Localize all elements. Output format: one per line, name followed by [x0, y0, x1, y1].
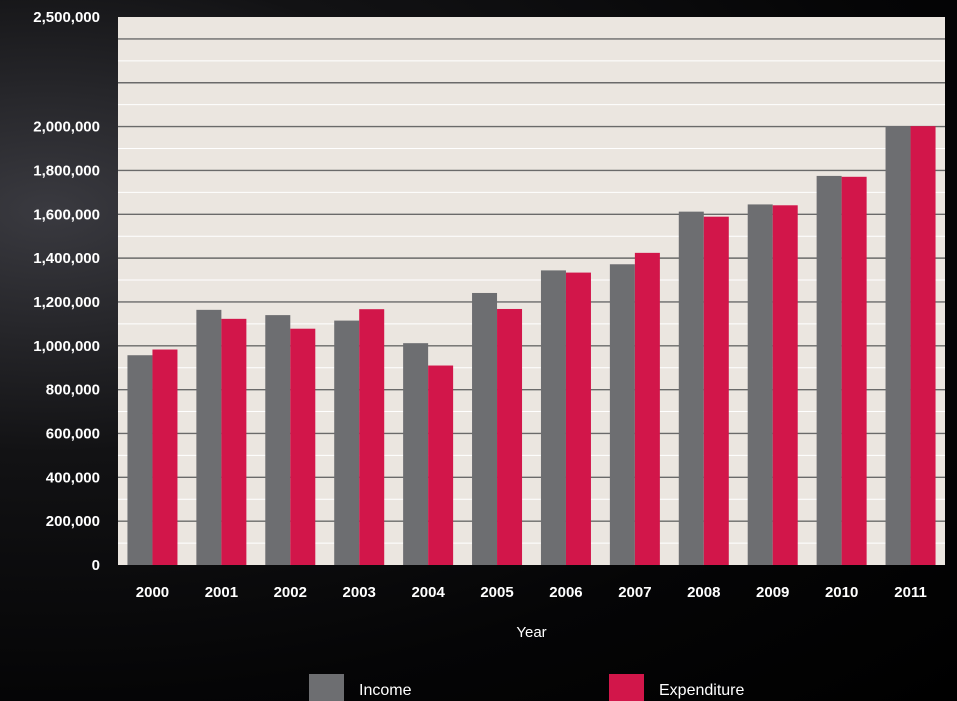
bar-income-2007 [609, 264, 635, 565]
bar-expenditure-2004 [428, 365, 454, 565]
x-axis-title: Year [516, 624, 546, 641]
x-tick-label: 2009 [756, 584, 789, 601]
x-tick-label: 2006 [549, 584, 582, 601]
bar-expenditure-2011 [910, 126, 936, 566]
legend-label-expenditure: Expenditure [659, 682, 744, 699]
y-axis-labels: 0 200,000 400,000 600,000 800,000 1,000,000 1,… [33, 9, 100, 574]
bar-income-2008 [678, 211, 704, 565]
x-tick-label: 2001 [205, 584, 238, 601]
y-tick-label: 600,000 [46, 425, 100, 442]
bar-expenditure-2009 [772, 205, 798, 566]
bar-income-2009 [747, 204, 773, 565]
bar-income-2000 [127, 355, 153, 565]
bar-expenditure-2005 [497, 308, 523, 565]
x-tick-label: 2005 [480, 584, 513, 601]
bar-income-2006 [540, 270, 566, 565]
legend: Income Expenditure [309, 674, 744, 701]
x-tick-label: 2008 [687, 584, 720, 601]
y-tick-label: 800,000 [46, 382, 100, 399]
bar-expenditure-2000 [152, 349, 178, 565]
bar-expenditure-2006 [565, 272, 591, 565]
x-tick-label: 2000 [136, 584, 169, 601]
bar-income-2003 [334, 320, 360, 565]
x-axis-labels: 2000 2001 2002 2003 2004 2005 2006 2007 2008 2009… [136, 584, 927, 601]
y-tick-label: 1,600,000 [33, 206, 100, 223]
x-tick-label: 2004 [411, 584, 445, 601]
bar-expenditure-2007 [634, 252, 660, 566]
x-tick-label: 2010 [825, 584, 858, 601]
legend-swatch-expenditure [609, 674, 644, 701]
x-tick-label: 2003 [343, 584, 376, 601]
x-tick-label: 2002 [274, 584, 307, 601]
bar-income-2011 [885, 126, 911, 566]
bar-expenditure-2001 [221, 318, 247, 565]
y-tick-label: 1,200,000 [33, 294, 100, 311]
y-tick-label: 1,800,000 [33, 162, 100, 179]
y-tick-label: 400,000 [46, 469, 100, 486]
legend-swatch-income [309, 674, 344, 701]
bar-income-2002 [265, 315, 291, 565]
bar-income-2004 [403, 343, 429, 565]
y-tick-label: 2,500,000 [33, 9, 100, 26]
gridlines [118, 38, 945, 544]
bar-expenditure-2002 [290, 328, 316, 565]
y-tick-label: 200,000 [46, 513, 100, 530]
bar-income-2001 [196, 309, 222, 565]
bars [127, 126, 936, 566]
x-tick-label: 2007 [618, 584, 651, 601]
plot-area [118, 17, 945, 565]
x-tick-label: 2011 [894, 584, 927, 601]
bar-income-2010 [816, 175, 842, 566]
y-tick-label: 2,000,000 [33, 119, 100, 136]
y-tick-label: 1,400,000 [33, 250, 100, 267]
legend-label-income: Income [359, 682, 412, 699]
bar-expenditure-2010 [841, 176, 867, 565]
y-tick-label: 1,000,000 [33, 338, 100, 355]
bar-expenditure-2008 [703, 216, 729, 565]
bar-expenditure-2003 [359, 309, 385, 565]
y-tick-label: 0 [92, 557, 100, 574]
bar-income-2005 [472, 292, 498, 565]
